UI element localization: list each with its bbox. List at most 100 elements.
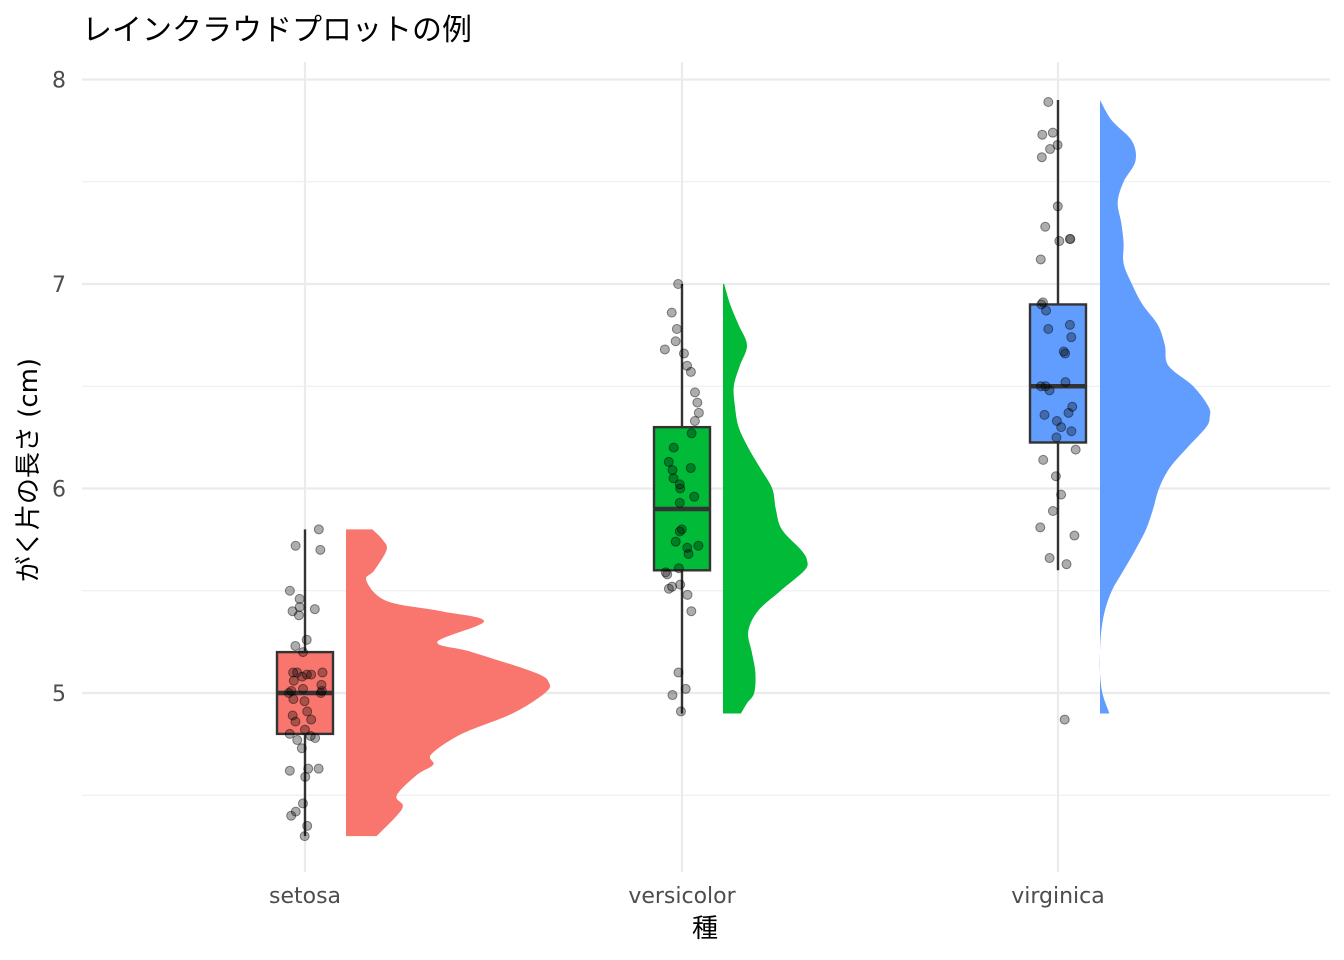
- jittered-points: [283, 96, 1081, 842]
- data-point: [293, 610, 304, 621]
- data-point: [1066, 332, 1077, 343]
- box-versicolor: [652, 425, 712, 572]
- data-point: [315, 688, 326, 698]
- data-point: [1070, 444, 1081, 455]
- data-point: [287, 606, 298, 617]
- data-point: [1038, 454, 1049, 465]
- data-point: [1069, 530, 1080, 541]
- data-point: [299, 696, 310, 707]
- density-cloud-versicolor: [723, 284, 808, 714]
- data-point: [675, 483, 686, 494]
- y-tick-labels: 5 6 7 8: [52, 69, 66, 708]
- data-point: [1059, 714, 1070, 725]
- data-point: [315, 544, 326, 555]
- data-point: [682, 589, 693, 600]
- data-point: [674, 479, 685, 490]
- data-point: [667, 690, 678, 701]
- data-point: [290, 716, 301, 727]
- data-point: [284, 585, 295, 596]
- data-point: [1036, 299, 1047, 310]
- data-point: [290, 806, 301, 817]
- data-point: [294, 593, 305, 604]
- data-point: [299, 724, 310, 735]
- y-axis-title: がく片の長さ (cm): [14, 358, 44, 582]
- data-point: [294, 602, 305, 613]
- data-point: [305, 730, 316, 741]
- data-point: [299, 831, 310, 842]
- data-point: [673, 279, 684, 289]
- data-point: [1063, 407, 1074, 418]
- data-point: [678, 348, 689, 359]
- data-point: [674, 497, 685, 508]
- data-point: [686, 606, 697, 617]
- data-point: [667, 465, 678, 476]
- data-point: [287, 710, 298, 721]
- data-point: [288, 667, 299, 678]
- data-point: [297, 683, 308, 694]
- data-point: [292, 735, 303, 746]
- data-point: [1044, 553, 1055, 564]
- data-point: [659, 344, 670, 355]
- data-point: [302, 820, 313, 831]
- data-point: [685, 366, 696, 377]
- density-cloud-virginica: [1099, 99, 1211, 714]
- data-point: [660, 567, 671, 578]
- data-point: [1060, 377, 1071, 388]
- data-point: [290, 640, 301, 651]
- data-point: [668, 442, 679, 453]
- boxplots: [275, 99, 1088, 837]
- x-tick-label: virginica: [1011, 884, 1105, 909]
- x-tick-label: versicolor: [628, 884, 736, 909]
- data-point: [685, 463, 696, 474]
- data-point: [670, 336, 681, 347]
- data-point: [663, 583, 674, 594]
- data-point: [313, 763, 324, 774]
- data-point: [1037, 297, 1048, 308]
- data-point: [316, 685, 327, 696]
- data-point: [1037, 129, 1048, 140]
- x-tick-label: setosa: [269, 884, 341, 909]
- data-point: [1060, 348, 1071, 359]
- data-point: [1056, 489, 1067, 500]
- data-point: [675, 579, 686, 590]
- data-point: [670, 536, 681, 547]
- data-point: [1035, 381, 1046, 392]
- data-point: [288, 694, 299, 705]
- data-point: [284, 765, 295, 776]
- data-point: [666, 307, 677, 318]
- data-point: [284, 728, 295, 739]
- data-point: [317, 667, 328, 678]
- data-point: [1058, 346, 1069, 357]
- data-point: [1050, 471, 1061, 482]
- data-point: [1035, 254, 1046, 265]
- data-point: [1067, 401, 1078, 412]
- data-point: [1043, 96, 1054, 107]
- data-point: [1045, 144, 1056, 155]
- data-point: [283, 688, 294, 698]
- data-point: [673, 563, 684, 574]
- data-point: [662, 569, 673, 580]
- data-point: [692, 397, 703, 408]
- data-point: [1036, 152, 1047, 163]
- data-point: [302, 706, 313, 717]
- data-point: [683, 548, 694, 559]
- data-point: [290, 540, 301, 551]
- data-point: [689, 416, 700, 427]
- data-point: [1047, 505, 1058, 516]
- data-point: [673, 667, 684, 678]
- chart-title: レインクラウドプロットの例: [82, 13, 472, 48]
- data-point: [676, 524, 687, 535]
- data-point: [298, 647, 309, 658]
- data-point: [316, 679, 327, 690]
- y-tick-label: 7: [52, 273, 66, 298]
- data-point: [686, 428, 697, 439]
- y-tick-label: 6: [52, 478, 66, 503]
- data-point: [1066, 426, 1077, 437]
- data-point: [300, 771, 311, 782]
- data-point: [1044, 385, 1055, 396]
- data-point: [1040, 381, 1051, 392]
- data-point: [682, 360, 693, 371]
- data-point: [286, 685, 297, 696]
- data-point: [301, 634, 312, 645]
